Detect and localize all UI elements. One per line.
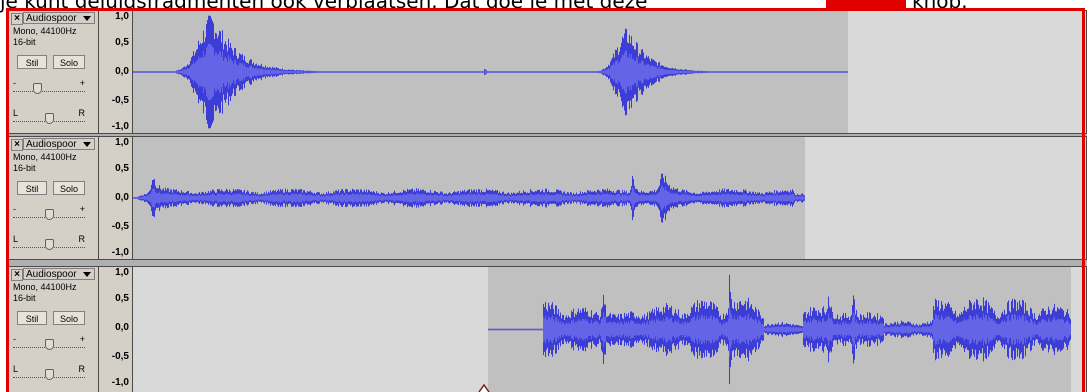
gain-slider[interactable]: - + (13, 204, 85, 221)
pan-slider-thumb[interactable] (45, 239, 54, 250)
track-control-panel: × Audiospoor Mono, 44100Hz 16-bit Stil S… (9, 267, 98, 392)
solo-button[interactable]: Solo (53, 55, 85, 69)
amplitude-ruler: 1,0 0,5 0,0 -0,5 -1,0 (99, 267, 132, 392)
gain-slider[interactable]: - + (13, 78, 85, 95)
track-name-label: Audiospoor (26, 139, 77, 150)
slider-track-line (13, 90, 85, 92)
gain-slider-thumb[interactable] (45, 209, 54, 220)
ruler-label: 0,5 (115, 163, 129, 174)
amplitude-ruler: 1,0 0,5 0,0 -0,5 -1,0 (99, 11, 132, 133)
time-shift-cursor-icon (478, 384, 490, 392)
waveform-clip[interactable] (133, 11, 1086, 133)
gain-min-label: - (13, 334, 16, 344)
track-name-menu[interactable]: Audiospoor (23, 268, 95, 280)
pan-right-label: R (78, 364, 86, 374)
pan-slider-thumb[interactable] (45, 113, 54, 124)
track-format-rate: Mono, 44100Hz (13, 282, 77, 292)
solo-button[interactable]: Solo (53, 311, 85, 325)
ruler-label: 1,0 (115, 137, 129, 148)
ruler-label: 0,0 (115, 192, 129, 203)
mute-button[interactable]: Stil (17, 55, 47, 69)
track-name-label: Audiospoor (26, 269, 77, 280)
highlighted-button-placeholder (826, 0, 906, 8)
track-format-rate: Mono, 44100Hz (13, 152, 77, 162)
track-format-rate: Mono, 44100Hz (13, 26, 77, 36)
gain-slider-thumb[interactable] (33, 83, 42, 94)
waveform-view[interactable] (133, 267, 1086, 392)
chevron-down-icon (83, 272, 91, 277)
solo-button[interactable]: Solo (53, 181, 85, 195)
waveform-view[interactable] (133, 137, 1086, 259)
pan-slider-thumb[interactable] (45, 369, 54, 380)
pan-slider[interactable]: L R (13, 108, 86, 125)
pan-slider[interactable]: L R (13, 364, 86, 381)
gain-min-label: - (13, 78, 16, 88)
gain-slider[interactable]: - + (13, 334, 85, 351)
waveform-view[interactable] (133, 11, 1086, 133)
mute-button[interactable]: Stil (17, 181, 47, 195)
track-name-menu[interactable]: Audiospoor (23, 138, 95, 150)
gain-max-label: + (79, 78, 85, 88)
chevron-down-icon (83, 142, 91, 147)
ruler-label: -0,5 (111, 351, 129, 362)
ruler-label: 1,0 (115, 267, 129, 278)
close-icon[interactable]: × (11, 139, 23, 151)
track-format: Mono, 44100Hz 16-bit (13, 26, 77, 48)
waveform-clip[interactable] (133, 137, 1086, 259)
close-icon[interactable]: × (11, 13, 23, 25)
ruler-label: 0,0 (115, 66, 129, 77)
ruler-label: 0,0 (115, 322, 129, 333)
track-control-panel: × Audiospoor Mono, 44100Hz 16-bit Stil S… (9, 11, 98, 133)
track-area: × Audiospoor Mono, 44100Hz 16-bit Stil S… (8, 10, 1087, 392)
amplitude-ruler: 1,0 0,5 0,0 -0,5 -1,0 (99, 137, 132, 259)
gain-slider-thumb[interactable] (45, 339, 54, 350)
track-name-menu[interactable]: Audiospoor (23, 12, 95, 24)
mute-button[interactable]: Stil (17, 311, 47, 325)
ruler-label: 0,5 (115, 37, 129, 48)
pan-left-label: L (13, 364, 19, 374)
pan-right-label: R (78, 108, 86, 118)
chevron-down-icon (83, 16, 91, 21)
waveform-clip[interactable] (133, 267, 1086, 392)
ruler-label: -0,5 (111, 95, 129, 106)
audio-track-1: × Audiospoor Mono, 44100Hz 16-bit Stil S… (8, 10, 1087, 134)
track-format-bits: 16-bit (13, 163, 36, 173)
ruler-label: -1,0 (111, 121, 129, 132)
pan-slider[interactable]: L R (13, 234, 86, 251)
track-format-bits: 16-bit (13, 37, 36, 47)
gain-max-label: + (79, 204, 85, 214)
ruler-label: -1,0 (111, 247, 129, 258)
track-control-panel: × Audiospoor Mono, 44100Hz 16-bit Stil S… (9, 137, 98, 259)
track-format: Mono, 44100Hz 16-bit (13, 152, 77, 174)
ruler-label: -1,0 (111, 377, 129, 388)
ruler-label: 1,0 (115, 11, 129, 22)
pan-left-label: L (13, 234, 19, 244)
pan-right-label: R (78, 234, 86, 244)
close-icon[interactable]: × (11, 269, 23, 281)
ruler-label: 0,5 (115, 293, 129, 304)
ruler-label: -0,5 (111, 221, 129, 232)
audio-track-3: × Audiospoor Mono, 44100Hz 16-bit Stil S… (8, 266, 1087, 392)
pan-left-label: L (13, 108, 19, 118)
gain-max-label: + (79, 334, 85, 344)
track-format: Mono, 44100Hz 16-bit (13, 282, 77, 304)
track-format-bits: 16-bit (13, 293, 36, 303)
gain-min-label: - (13, 204, 16, 214)
track-name-label: Audiospoor (26, 13, 77, 24)
audio-track-2: × Audiospoor Mono, 44100Hz 16-bit Stil S… (8, 136, 1087, 260)
